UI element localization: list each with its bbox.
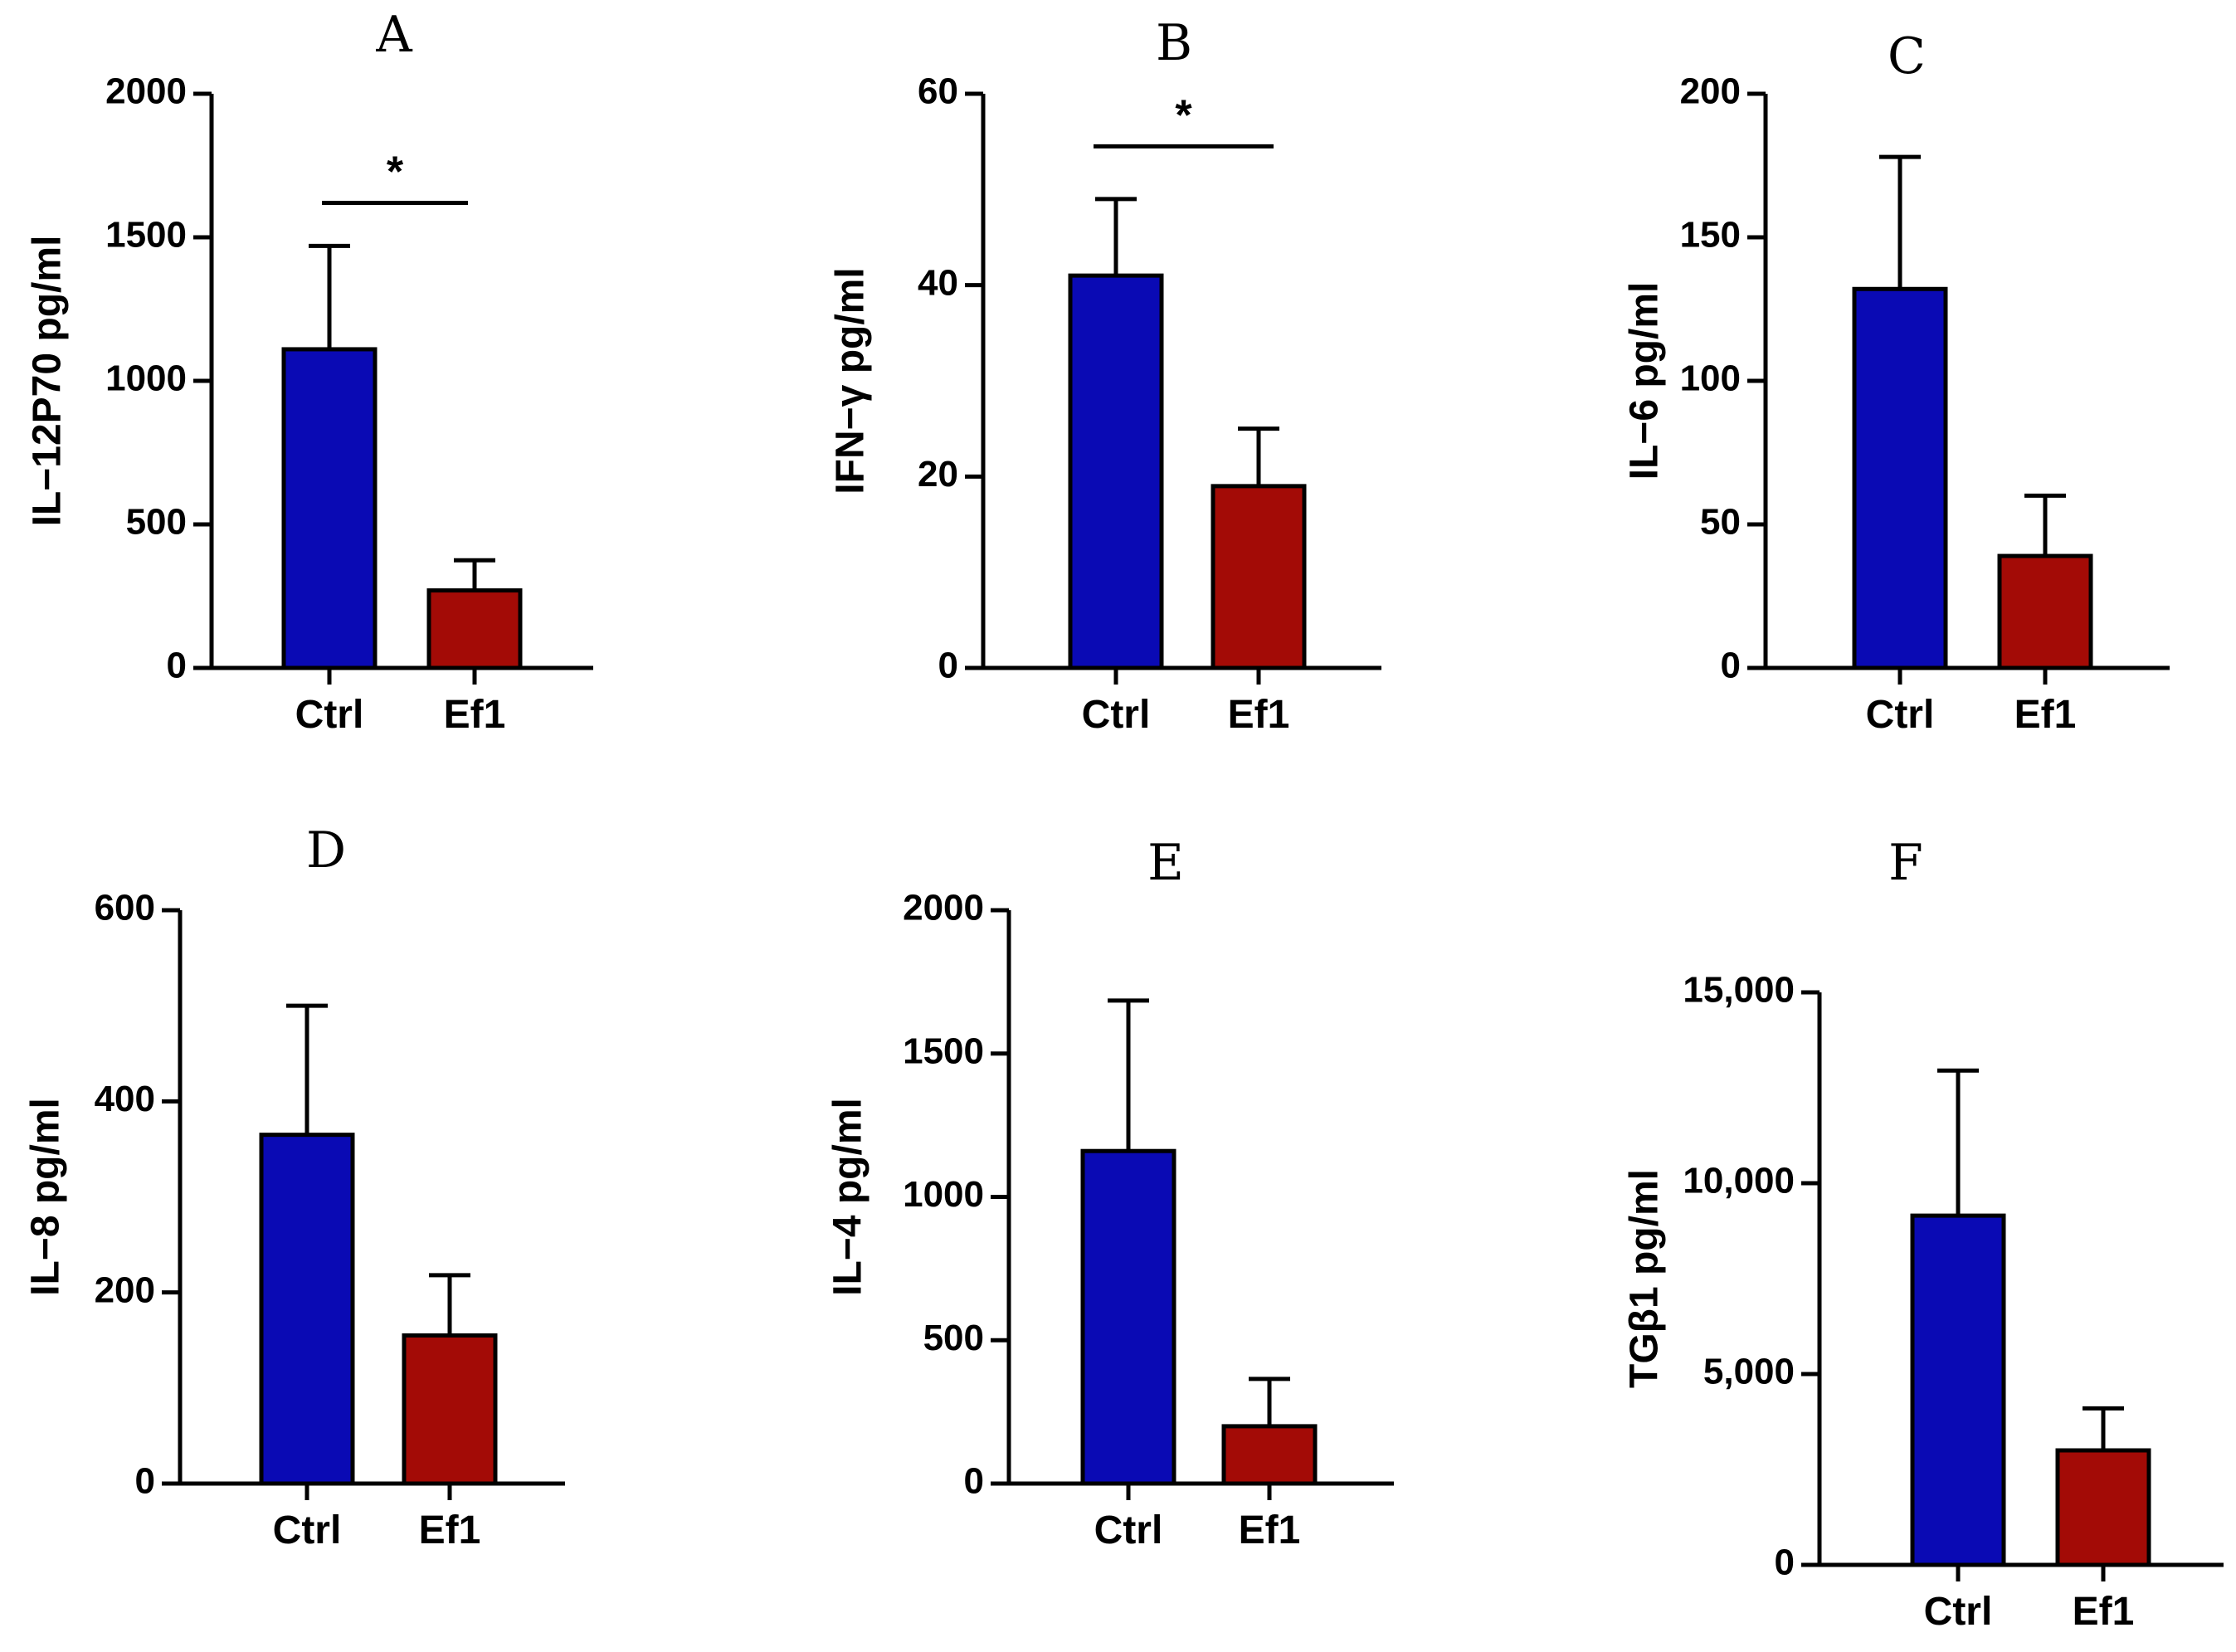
panel-b-category-label-ctrl: Ctrl — [1082, 693, 1151, 737]
panel-c-y-tick-label: 0 — [1721, 646, 1741, 686]
panel-c-y-tick-label: 200 — [1680, 71, 1741, 112]
panel-f-bar-ctrl — [1910, 1213, 2006, 1567]
panel-b-y-tick-label: 0 — [938, 646, 958, 686]
panel-e-bar-ef1 — [1221, 1424, 1318, 1486]
panel-c-y-tick-label: 150 — [1680, 215, 1741, 256]
panel-a-significance-label: * — [387, 148, 404, 196]
panel-d-title: D — [306, 821, 346, 880]
panel-c-y-tick-label: 50 — [1700, 502, 1741, 543]
panel-c-title: C — [1888, 27, 1926, 85]
panel-e-y-tick-label: 0 — [964, 1461, 984, 1502]
panel-e-y-tick-label: 1500 — [903, 1031, 984, 1071]
panel-b-y-tick-label: 60 — [918, 71, 958, 112]
panel-e-y-axis-label: IL−4 pg/ml — [826, 1098, 870, 1296]
panel-a-y-axis-label: IL−12P70 pg/ml — [26, 236, 70, 527]
panel-c-category-label-ctrl: Ctrl — [1866, 693, 1935, 737]
panel-b-bar-ctrl — [1068, 273, 1164, 670]
panel-f-y-tick-label: 0 — [1775, 1542, 1795, 1583]
panel-a-bar-ef1 — [426, 588, 523, 670]
panel-e-y-tick-label: 2000 — [903, 888, 984, 928]
panel-e-category-label-ef1: Ef1 — [1239, 1508, 1301, 1552]
panel-b-bar-ef1 — [1211, 484, 1307, 670]
panel-a-category-label-ef1: Ef1 — [444, 693, 506, 737]
panel-d-bar-ctrl — [259, 1133, 355, 1486]
panel-e-category-label-ctrl: Ctrl — [1094, 1508, 1163, 1552]
panel-d-bar-ef1 — [402, 1333, 498, 1486]
panel-b-category-label-ef1: Ef1 — [1228, 693, 1290, 737]
panel-c-y-axis-label: IL−6 pg/ml — [1623, 282, 1667, 480]
panel-e-y-tick-label: 500 — [923, 1318, 984, 1358]
panel-d-category-label-ctrl: Ctrl — [273, 1508, 342, 1552]
panel-c-bar-ef1 — [1997, 553, 2093, 670]
panel-b-significance-label: * — [1175, 91, 1192, 139]
panel-f-category-label-ef1: Ef1 — [2073, 1590, 2135, 1634]
panel-a-y-tick-label: 500 — [126, 502, 187, 543]
panel-d-y-tick-label: 200 — [95, 1269, 155, 1310]
panel-f-y-axis-label: TGβ1 pg/ml — [1623, 1169, 1667, 1388]
panel-f-y-tick-label: 15,000 — [1683, 970, 1795, 1011]
panel-d-y-tick-label: 400 — [95, 1079, 155, 1119]
panel-a-y-tick-label: 1500 — [105, 215, 187, 256]
panel-a-category-label-ctrl: Ctrl — [295, 693, 364, 737]
panel-b-y-tick-label: 40 — [918, 262, 958, 303]
panel-b-title: B — [1156, 14, 1192, 72]
panel-f-category-label-ctrl: Ctrl — [1924, 1590, 1993, 1634]
panel-a-y-tick-label: 2000 — [105, 71, 187, 112]
panel-f-bar-ef1 — [2055, 1448, 2151, 1567]
panel-c-category-label-ef1: Ef1 — [2014, 693, 2077, 737]
panel-f-title: F — [1888, 834, 1923, 892]
panel-a-y-tick-label: 1000 — [105, 358, 187, 399]
panel-e-title: E — [1147, 834, 1184, 892]
panel-a-bar-ctrl — [281, 347, 378, 670]
panel-d-y-tick-label: 600 — [95, 888, 155, 928]
panel-a-y-tick-label: 0 — [167, 646, 187, 686]
panel-f-y-tick-label: 5,000 — [1703, 1352, 1795, 1392]
panel-d-y-axis-label: IL−8 pg/ml — [24, 1098, 68, 1296]
panel-f-y-tick-label: 10,000 — [1683, 1161, 1795, 1201]
panel-c-bar-ctrl — [1852, 286, 1948, 670]
panel-b-y-tick-label: 20 — [918, 454, 958, 495]
panel-a-title: A — [375, 6, 412, 64]
panel-e-y-tick-label: 1000 — [903, 1174, 984, 1215]
panel-e-bar-ctrl — [1080, 1148, 1176, 1486]
panel-c-y-tick-label: 100 — [1680, 358, 1741, 399]
panel-d-y-tick-label: 0 — [135, 1461, 155, 1502]
panel-b-y-axis-label: IFN−γ pg/ml — [829, 267, 873, 494]
panel-d-category-label-ef1: Ef1 — [419, 1508, 481, 1552]
